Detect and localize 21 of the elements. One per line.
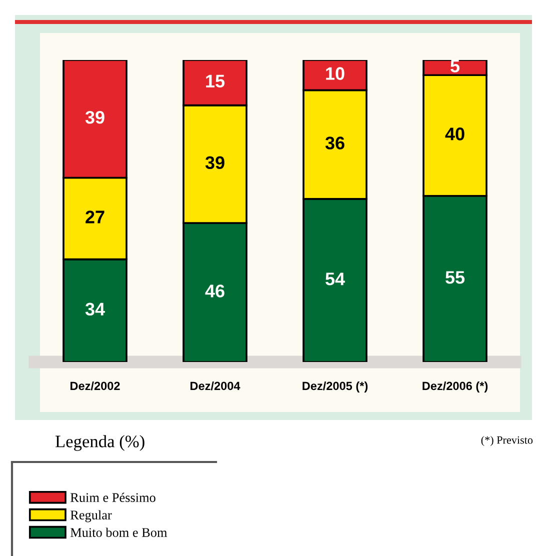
data-label: 15 bbox=[206, 74, 225, 88]
x-tick-label: Dez/2005 (*) bbox=[302, 381, 368, 392]
text: (*) Previsto bbox=[481, 436, 533, 446]
data-label: 46 bbox=[205, 284, 224, 298]
data-label: 10 bbox=[326, 67, 344, 80]
x-tick-label: Dez/2004 bbox=[190, 381, 240, 390]
data-label: 39 bbox=[85, 110, 104, 124]
legend-label: Ruim e Péssimo bbox=[70, 492, 156, 502]
data-label: 27 bbox=[86, 210, 104, 224]
legend-label: Muito bom e Bom bbox=[70, 528, 168, 537]
x-tick-label: Dez/2006 (*) bbox=[422, 381, 488, 392]
data-label: 54 bbox=[326, 272, 345, 286]
data-label: 55 bbox=[446, 271, 465, 284]
data-label: 34 bbox=[85, 302, 105, 316]
data-label: 40 bbox=[445, 128, 464, 140]
data-label: 5 bbox=[450, 60, 460, 72]
x-tick-label: Dez/2002 bbox=[70, 381, 120, 390]
data-label: 39 bbox=[205, 156, 224, 170]
legend-title: Legenda (%) bbox=[56, 435, 144, 451]
legend-label: Regular bbox=[70, 510, 112, 522]
data-label: 36 bbox=[325, 136, 344, 150]
